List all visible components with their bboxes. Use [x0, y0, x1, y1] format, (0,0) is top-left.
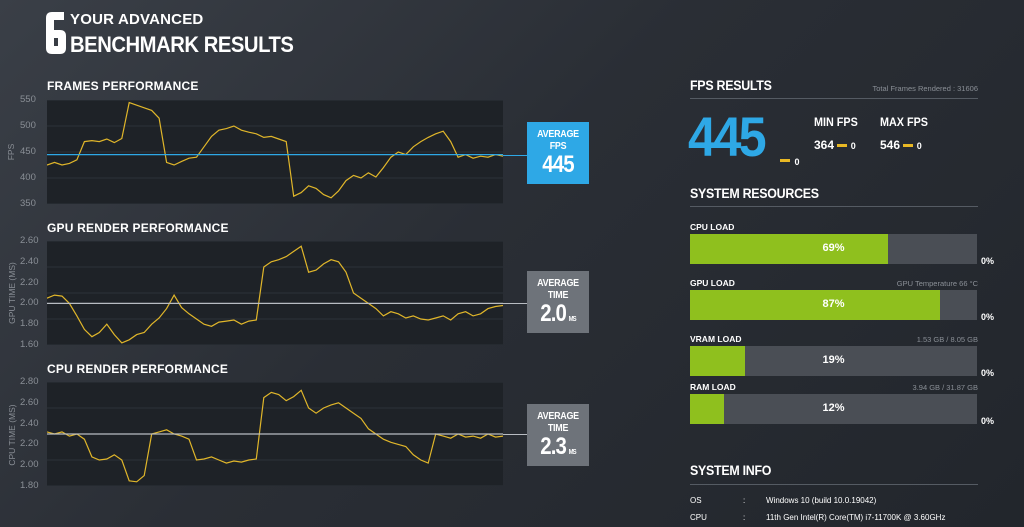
resource-label: VRAM LOAD [690, 334, 742, 344]
series-line [46, 101, 504, 199]
cpu-title: CPU RENDER PERFORMANCE [47, 362, 229, 376]
average-cpu-time-label: AVERAGE TIME [537, 410, 579, 434]
y-tick-label: 2.40 [20, 255, 39, 267]
delta-marker-icon [903, 144, 914, 148]
average-connector [503, 303, 527, 305]
gpu-chart [46, 240, 504, 346]
resource-info: GPU Temperature 66 °C [896, 279, 978, 288]
resource-percent: 87% [822, 298, 845, 310]
divider [690, 206, 978, 207]
fps-results-title: FPS RESULTS [690, 78, 772, 93]
info-key-os: OS [690, 496, 702, 505]
resource-delta: 0% [981, 416, 995, 426]
resource-bar-fill [690, 290, 940, 320]
info-sep: : [743, 513, 746, 522]
resource-percent: 12% [822, 402, 845, 414]
y-tick-label: 2.00 [20, 459, 39, 471]
min-fps-value: 364 [814, 138, 835, 152]
info-sep: : [743, 496, 746, 505]
y-tick-label: 1.60 [20, 339, 39, 350]
average-connector [503, 154, 527, 156]
y-tick-label: 1.80 [20, 480, 39, 491]
max-fps-label: MAX FPS [880, 115, 929, 129]
resource-bar: 19% [690, 346, 977, 376]
resource-bar-fill [690, 394, 725, 424]
frames-title: FRAMES PERFORMANCE [47, 79, 199, 93]
y-tick-label: 2.80 [20, 376, 39, 387]
gpu-title: GPU RENDER PERFORMANCE [47, 221, 229, 235]
avg-fps-big: 445 [688, 105, 767, 168]
y-tick-label: 1.80 [20, 318, 39, 330]
y-tick-label: 450 [20, 146, 36, 157]
min-fps-delta: 0 [850, 141, 856, 151]
resource-bar: 69% [690, 234, 977, 264]
resource-delta: 0% [981, 256, 995, 266]
cpu-time-unit: MS [568, 449, 577, 456]
average-cpu-time-value: 2.3 [540, 433, 567, 460]
resource-label: RAM LOAD [690, 382, 736, 392]
resource-bar-fill [690, 234, 889, 264]
divider [690, 484, 978, 485]
resource-label: GPU LOAD [690, 278, 735, 288]
y-tick-label: 2.00 [20, 297, 39, 309]
y-tick-label: 2.40 [20, 417, 39, 429]
average-fps-label: AVERAGE FPS [537, 128, 579, 152]
rainbow-six-logo [46, 12, 66, 54]
average-connector [503, 434, 527, 435]
average-fps-value: 445 [542, 151, 574, 178]
series-line [46, 389, 504, 483]
average-gpu-time-value: 2.0 [540, 300, 567, 327]
y-tick-label: 2.60 [20, 235, 39, 246]
resource-bar-fill [690, 346, 745, 376]
y-tick-label: 2.20 [20, 438, 39, 450]
resource-delta: 0% [981, 368, 995, 378]
info-value-cpu: 11th Gen Intel(R) Core(TM) i7-11700K @ 3… [766, 513, 946, 522]
frames-ylabel: FPS [6, 143, 16, 161]
y-tick-label: 550 [20, 94, 36, 105]
info-key-cpu: CPU [690, 513, 707, 522]
resource-percent: 69% [822, 242, 845, 254]
average-fps-badge: AVERAGE FPS 445 [527, 122, 589, 184]
cpu-ylabel: CPU TIME (MS) [7, 404, 17, 466]
y-tick-label: 500 [20, 120, 36, 131]
average-gpu-time-badge: AVERAGE TIME 2.0 MS [527, 271, 589, 333]
header-line1: YOUR ADVANCED [70, 11, 204, 28]
system-resources-title: SYSTEM RESOURCES [690, 186, 819, 201]
system-info-title: SYSTEM INFO [690, 463, 772, 478]
cpu-chart [46, 381, 504, 487]
gpu-time-unit: MS [568, 316, 577, 323]
y-tick-label: 2.60 [20, 396, 39, 408]
resource-percent: 19% [822, 354, 845, 366]
gpu-ylabel: GPU TIME (MS) [7, 262, 17, 324]
resource-bar: 12% [690, 394, 977, 424]
max-fps-delta: 0 [916, 141, 922, 151]
info-value-os: Windows 10 (build 10.0.19042) [766, 496, 877, 505]
header-title: BENCHMARK RESULTS [70, 32, 294, 57]
resource-info: 1.53 GB / 8.05 GB [916, 335, 978, 344]
resource-label: CPU LOAD [690, 222, 735, 232]
total-frames: Total Frames Rendered : 31606 [872, 84, 978, 93]
y-tick-label: 350 [20, 198, 36, 209]
delta-marker-icon [780, 159, 790, 163]
resource-bar: 87% [690, 290, 977, 320]
min-fps-label: MIN FPS [814, 115, 858, 129]
y-tick-label: 400 [20, 172, 36, 183]
y-tick-label: 2.20 [20, 276, 39, 288]
divider [690, 98, 978, 99]
delta-marker-icon [837, 144, 848, 148]
resource-info: 3.94 GB / 31.87 GB [912, 383, 978, 392]
average-gpu-time-label: AVERAGE TIME [537, 277, 579, 301]
average-cpu-time-badge: AVERAGE TIME 2.3 MS [527, 404, 589, 466]
max-fps-value: 546 [880, 138, 901, 152]
resource-delta: 0% [981, 312, 995, 322]
frames-chart [46, 99, 504, 205]
series-line [46, 245, 504, 344]
avg-fps-delta: 0 [794, 157, 800, 167]
